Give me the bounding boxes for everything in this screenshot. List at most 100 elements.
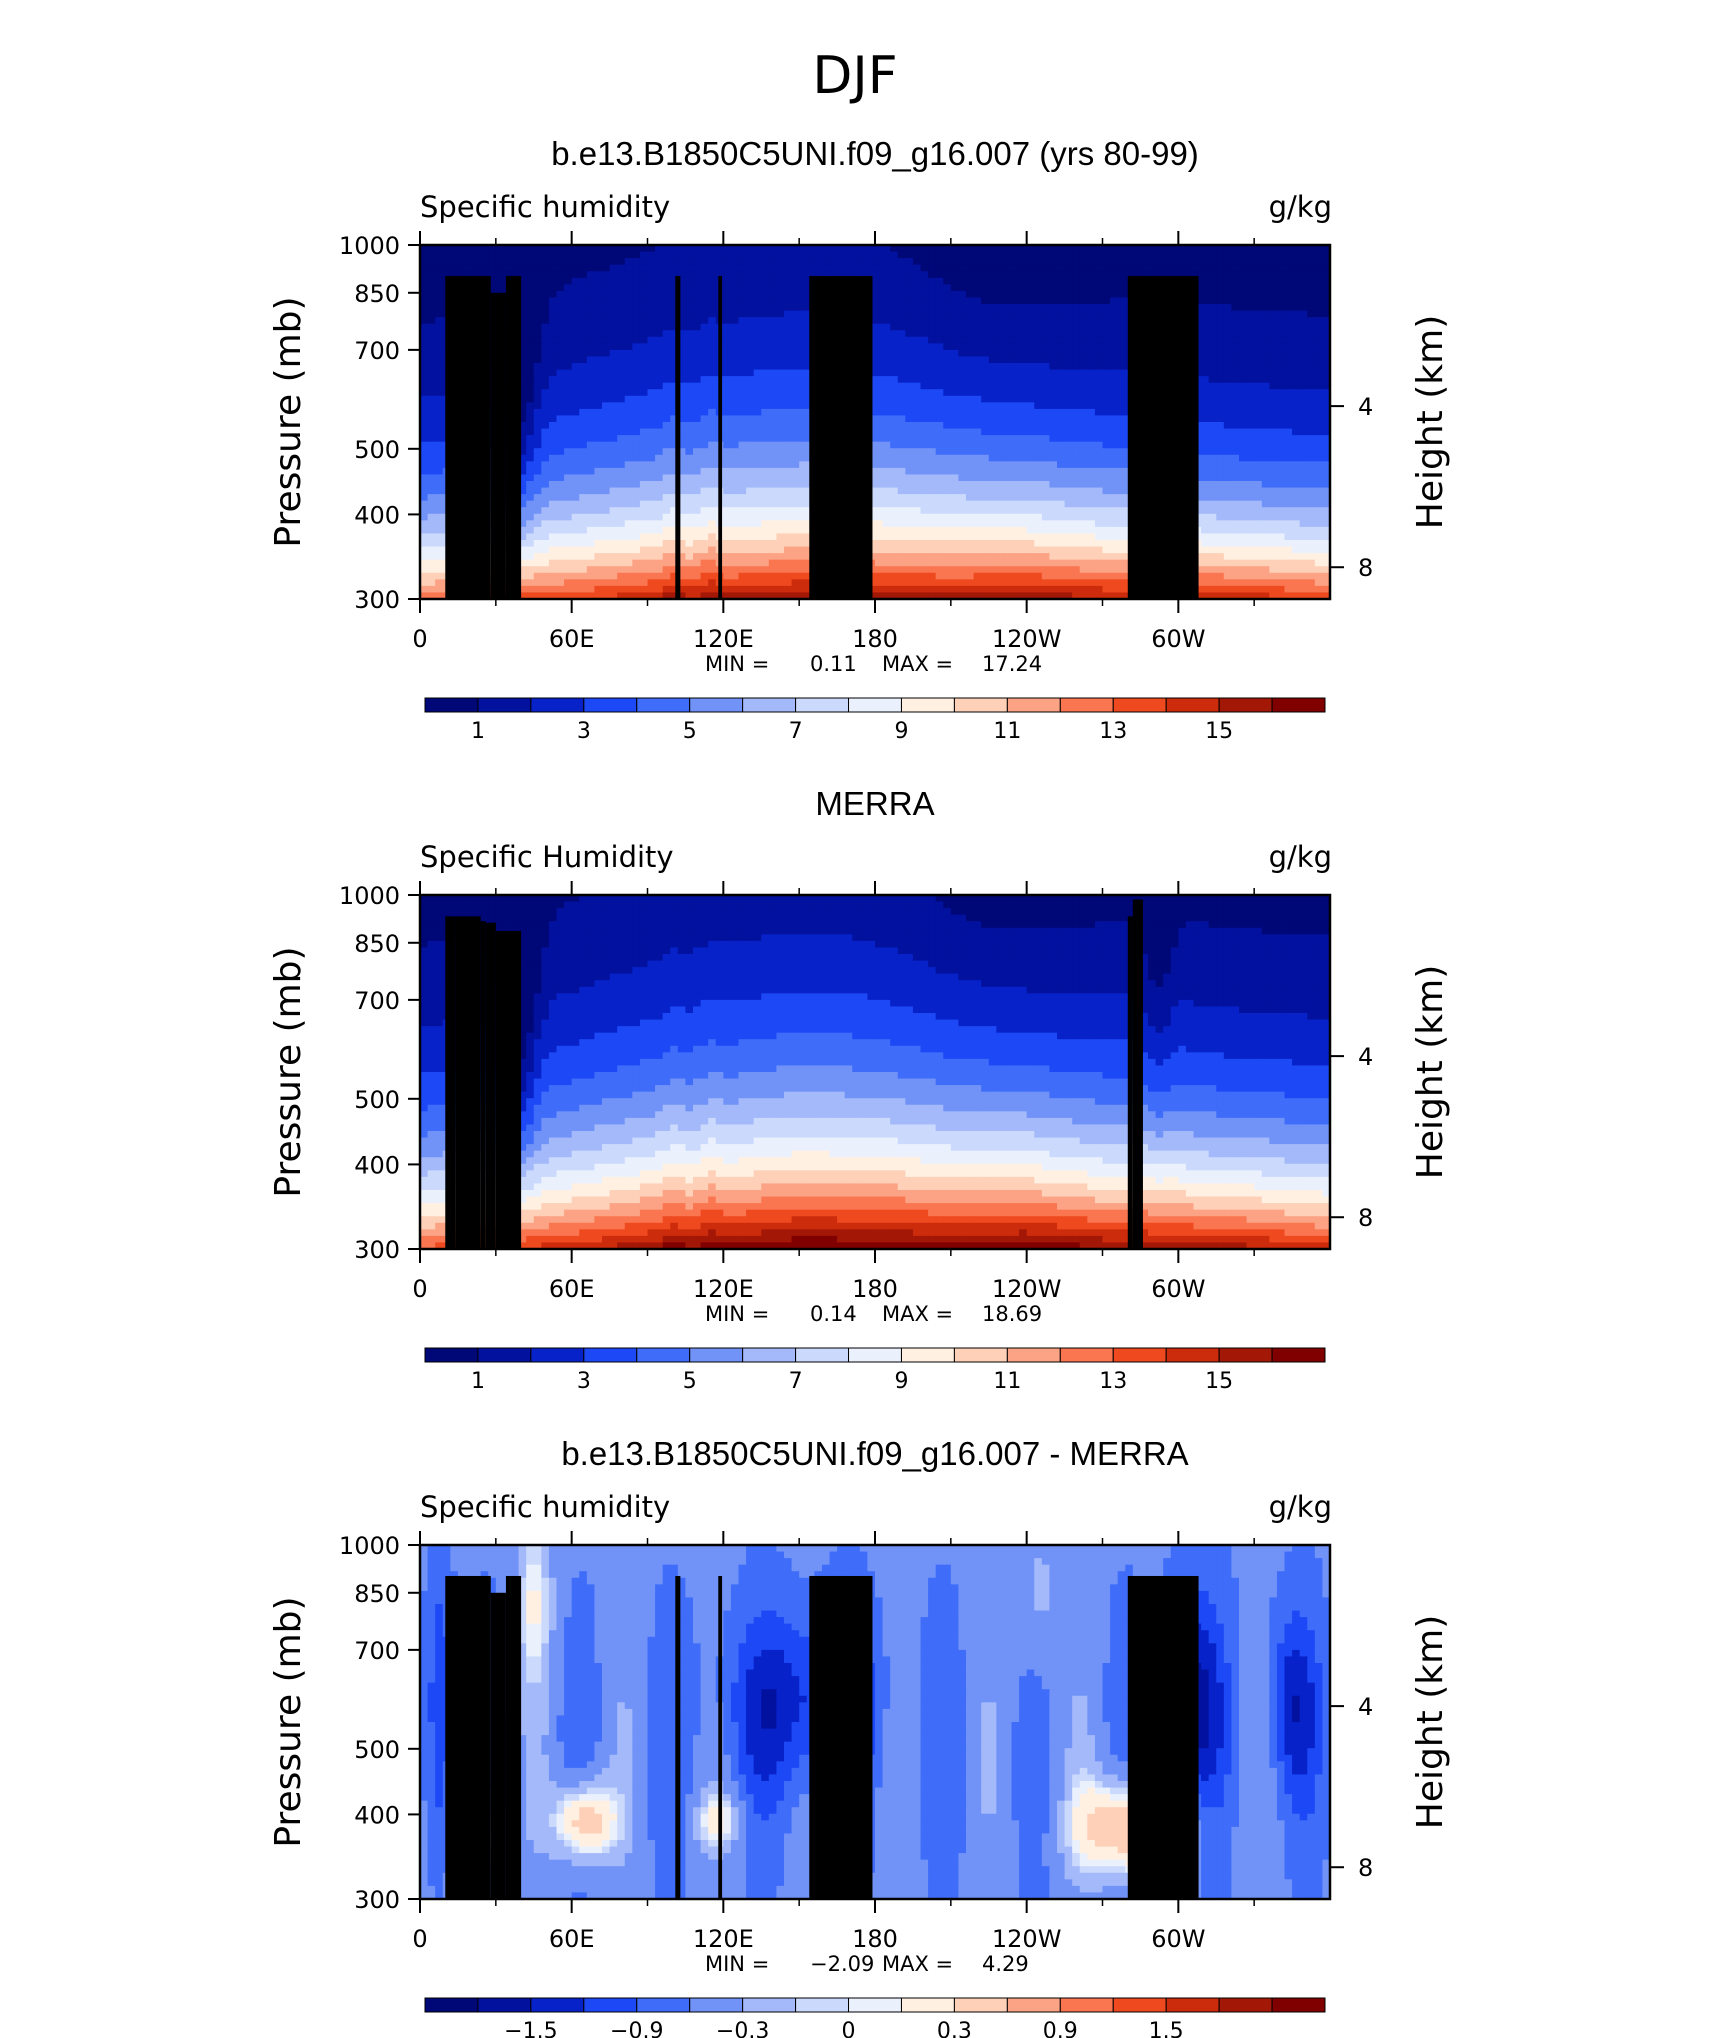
contour-cell <box>950 395 960 403</box>
contour-cell <box>1072 500 1081 508</box>
contour-cell <box>768 389 778 397</box>
contour-cell <box>1034 271 1043 279</box>
contour-cell <box>723 389 732 397</box>
contour-cell <box>556 349 565 358</box>
contour-cell <box>746 245 755 253</box>
contour-cell <box>1011 297 1020 305</box>
contour-cell <box>981 415 990 423</box>
contour-cell <box>1094 264 1104 272</box>
contour-cell <box>1079 481 1088 489</box>
contour-cell <box>617 461 626 469</box>
contour-cell <box>1057 277 1066 285</box>
contour-cell <box>1276 284 1286 292</box>
contour-cell <box>1049 507 1058 515</box>
contour-cell <box>1064 481 1073 489</box>
contour-cell <box>420 349 429 358</box>
contour-cell <box>791 441 800 449</box>
contour-cell <box>890 513 899 521</box>
contour-cell <box>1314 363 1324 371</box>
contour-cell <box>1292 297 1301 305</box>
contour-cell <box>1034 297 1043 305</box>
contour-cell <box>996 310 1005 318</box>
contour-cell <box>761 349 770 358</box>
contour-cell <box>1011 369 1020 377</box>
contour-cell <box>1269 382 1278 390</box>
contour-cell <box>912 271 922 279</box>
contour-cell <box>1208 277 1217 285</box>
contour-cell <box>996 363 1005 371</box>
contour-cell <box>1276 245 1286 253</box>
contour-cell <box>920 448 929 456</box>
contour-cell <box>541 487 550 495</box>
contour-cell <box>450 251 459 259</box>
contour-cell <box>1269 277 1278 285</box>
contour-cell <box>579 395 588 403</box>
contour-cell <box>1041 343 1051 351</box>
contour-cell <box>677 408 687 417</box>
contour-cell <box>1072 376 1081 384</box>
contour-cell <box>996 415 1005 423</box>
contour-cell <box>700 271 709 279</box>
contour-cell <box>1201 494 1210 502</box>
contour-cell <box>632 245 641 253</box>
contour-cell <box>1019 304 1028 312</box>
contour-cell <box>617 428 626 436</box>
contour-cell <box>837 251 846 259</box>
contour-cell <box>1322 258 1330 266</box>
contour-cell <box>920 284 929 292</box>
contour-cell <box>1049 271 1058 279</box>
contour-cell <box>875 389 884 397</box>
contour-cell <box>677 448 687 456</box>
contour-cell <box>594 323 603 331</box>
contour-cell <box>920 323 929 331</box>
contour-cell <box>1292 317 1301 325</box>
contour-cell <box>784 395 793 403</box>
contour-cell <box>1231 461 1240 469</box>
contour-cell <box>1049 330 1058 338</box>
contour-cell <box>632 402 641 410</box>
contour-cell <box>897 481 906 489</box>
contour-cell <box>996 494 1005 502</box>
contour-cell <box>556 389 565 397</box>
contour-cell <box>1201 467 1210 476</box>
contour-cell <box>776 323 785 331</box>
contour-cell <box>1102 461 1111 469</box>
contour-cell <box>784 507 793 515</box>
contour-cell <box>1026 284 1035 292</box>
contour-cell <box>579 304 588 312</box>
contour-cell <box>579 264 588 272</box>
contour-cell <box>639 349 649 358</box>
contour-cell <box>776 349 785 358</box>
contour-cell <box>912 435 922 443</box>
contour-cell <box>548 363 558 371</box>
contour-cell <box>1276 349 1286 358</box>
contour-cell <box>1057 356 1066 364</box>
contour-cell <box>1041 428 1051 436</box>
contour-cell <box>427 422 436 430</box>
contour-cell <box>973 376 982 384</box>
contour-cell <box>556 277 565 285</box>
contour-cell <box>420 363 429 371</box>
contour-cell <box>465 245 474 253</box>
contour-cell <box>988 271 997 279</box>
contour-cell <box>746 369 755 377</box>
contour-cell <box>1110 389 1119 397</box>
contour-cell <box>882 297 891 305</box>
contour-cell <box>655 382 664 390</box>
contour-cell <box>1254 271 1263 279</box>
contour-cell <box>935 330 944 338</box>
contour-cell <box>1087 389 1096 397</box>
contour-cell <box>981 448 990 456</box>
contour-cell <box>1239 487 1248 495</box>
contour-cell <box>624 245 633 253</box>
contour-cell <box>1034 310 1043 318</box>
contour-cell <box>1011 277 1020 285</box>
contour-cell <box>1322 356 1330 364</box>
contour-cell <box>1261 389 1270 397</box>
contour-cell <box>1026 297 1035 305</box>
contour-cell <box>1292 376 1301 384</box>
contour-cell <box>1208 481 1217 489</box>
contour-cell <box>1208 310 1217 318</box>
contour-cell <box>973 507 982 515</box>
contour-cell <box>875 304 884 312</box>
